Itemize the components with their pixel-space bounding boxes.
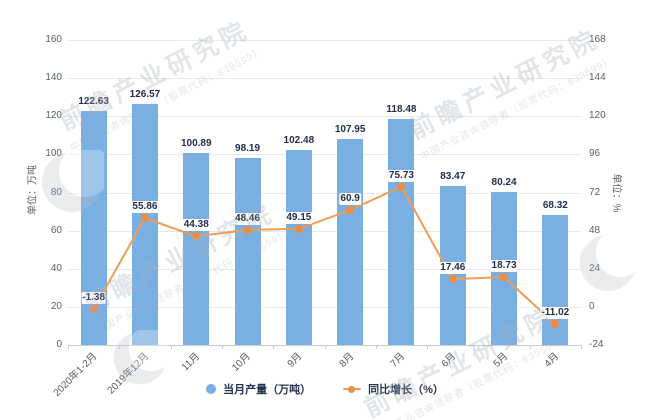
line-value-label: 60.9: [339, 193, 361, 206]
bar-value-label: 80.24: [491, 177, 517, 189]
x-axis-label: 4月: [542, 351, 562, 370]
x-axis-tick: [375, 345, 377, 349]
bar: [131, 103, 158, 345]
x-axis-label: 10月: [230, 351, 254, 374]
bar: [183, 152, 210, 345]
bar-value-label: 100.89: [180, 137, 212, 149]
line-point: [89, 305, 98, 314]
left-axis-tick-label: 120: [45, 110, 62, 122]
x-axis-label: 2020年1-2月: [51, 351, 100, 399]
bar-value-label: 126.57: [129, 88, 161, 100]
right-axis-tick-label: 96: [589, 148, 601, 160]
x-axis-label: 9月: [285, 351, 305, 370]
right-axis-tick-label: 168: [589, 34, 606, 45]
legend-item-yoy-growth[interactable]: 同比增长（%）: [343, 381, 444, 397]
line-point: [192, 232, 201, 241]
bar-series-marker-icon: [206, 384, 217, 394]
line-point: [397, 182, 406, 191]
line-value-label: 55.86: [131, 201, 159, 214]
x-axis-label: 7月: [388, 351, 408, 370]
line-point: [140, 214, 149, 223]
line-point: [243, 225, 252, 234]
x-axis-tick: [427, 345, 429, 349]
right-axis-tick-label: 0: [589, 300, 595, 312]
bar-value-label: 102.48: [283, 134, 315, 146]
gridline: [68, 40, 581, 41]
right-axis-tick-label: 120: [589, 110, 606, 122]
line-point: [346, 206, 355, 215]
x-axis-tick: [221, 345, 223, 349]
line-point: [294, 224, 303, 233]
line-point: [500, 273, 509, 282]
line-value-label: 18.73: [490, 260, 518, 273]
x-axis-label: 6月: [439, 351, 459, 370]
legend-label-yoy-growth: 同比增长（%）: [368, 384, 444, 396]
line-value-label: -11.02: [540, 307, 571, 320]
gridline: [68, 154, 581, 156]
legend: 当月产量（万吨） 同比增长（%）: [0, 381, 650, 397]
bar-value-label: 107.95: [334, 124, 366, 136]
x-axis-tick: [68, 345, 69, 349]
left-axis-tick-label: 40: [50, 262, 62, 274]
bar-value-label: 68.32: [542, 199, 568, 211]
bar: [285, 149, 312, 345]
right-axis-tick-label: 72: [589, 186, 601, 198]
bar-value-label: 118.48: [386, 104, 417, 116]
bar: [234, 157, 261, 345]
line-value-label: 49.15: [285, 211, 313, 224]
gridline: [68, 116, 581, 118]
x-axis-tick: [529, 345, 531, 349]
right-axis-tick-label: -24: [589, 339, 604, 350]
x-axis-tick: [273, 345, 275, 349]
legend-item-monthly-output[interactable]: 当月产量（万吨）: [206, 381, 311, 397]
left-axis-tick-label: 160: [45, 34, 62, 45]
x-axis-tick: [119, 345, 121, 349]
bar-value-label: 83.47: [440, 170, 466, 182]
line-value-label: 44.38: [182, 219, 210, 232]
bar: [388, 119, 415, 345]
left-axis-tick-label: 140: [45, 72, 62, 84]
bar: [337, 139, 364, 345]
left-axis-tick-label: 100: [45, 148, 62, 160]
right-axis-tick-label: 24: [589, 262, 601, 274]
gridline: [68, 78, 581, 80]
line-series-marker-icon: [343, 385, 362, 393]
line-value-label: 17.46: [439, 262, 467, 275]
x-axis-tick: [478, 345, 480, 349]
left-axis-tick-label: 20: [50, 300, 62, 312]
right-axis-tick-label: 144: [589, 72, 606, 84]
legend-label-monthly-output: 当月产量（万吨）: [223, 384, 312, 396]
left-axis-tick-label: 0: [56, 339, 62, 350]
right-axis-tick-label: 48: [589, 224, 601, 236]
x-axis-label: 5月: [491, 351, 510, 370]
x-axis-tick: [170, 345, 172, 349]
bar-value-label: 98.19: [235, 142, 261, 154]
line-point: [551, 320, 560, 329]
x-axis-label: 11月: [179, 351, 203, 374]
x-axis-label: 2019年12月: [105, 351, 151, 397]
line-value-label: -1.38: [81, 292, 107, 305]
left-axis-tick-label: 60: [50, 224, 62, 236]
left-axis-tick-label: 80: [50, 186, 62, 198]
line-point: [448, 275, 457, 284]
line-value-label: 48.46: [234, 212, 262, 225]
x-axis-label: 8月: [337, 351, 356, 370]
x-axis-tick: [324, 345, 326, 349]
line-value-label: 75.73: [387, 169, 415, 182]
bar-value-label: 122.63: [78, 96, 109, 108]
x-axis-tick: [581, 345, 582, 349]
